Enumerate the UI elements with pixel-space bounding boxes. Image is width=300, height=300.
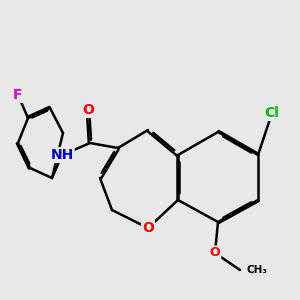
Text: O: O	[142, 221, 154, 235]
Text: F: F	[13, 88, 23, 102]
Text: CH₃: CH₃	[246, 265, 267, 275]
Text: O: O	[210, 247, 220, 260]
Text: NH: NH	[50, 148, 74, 162]
Text: Cl: Cl	[265, 106, 279, 120]
Text: O: O	[82, 103, 94, 117]
